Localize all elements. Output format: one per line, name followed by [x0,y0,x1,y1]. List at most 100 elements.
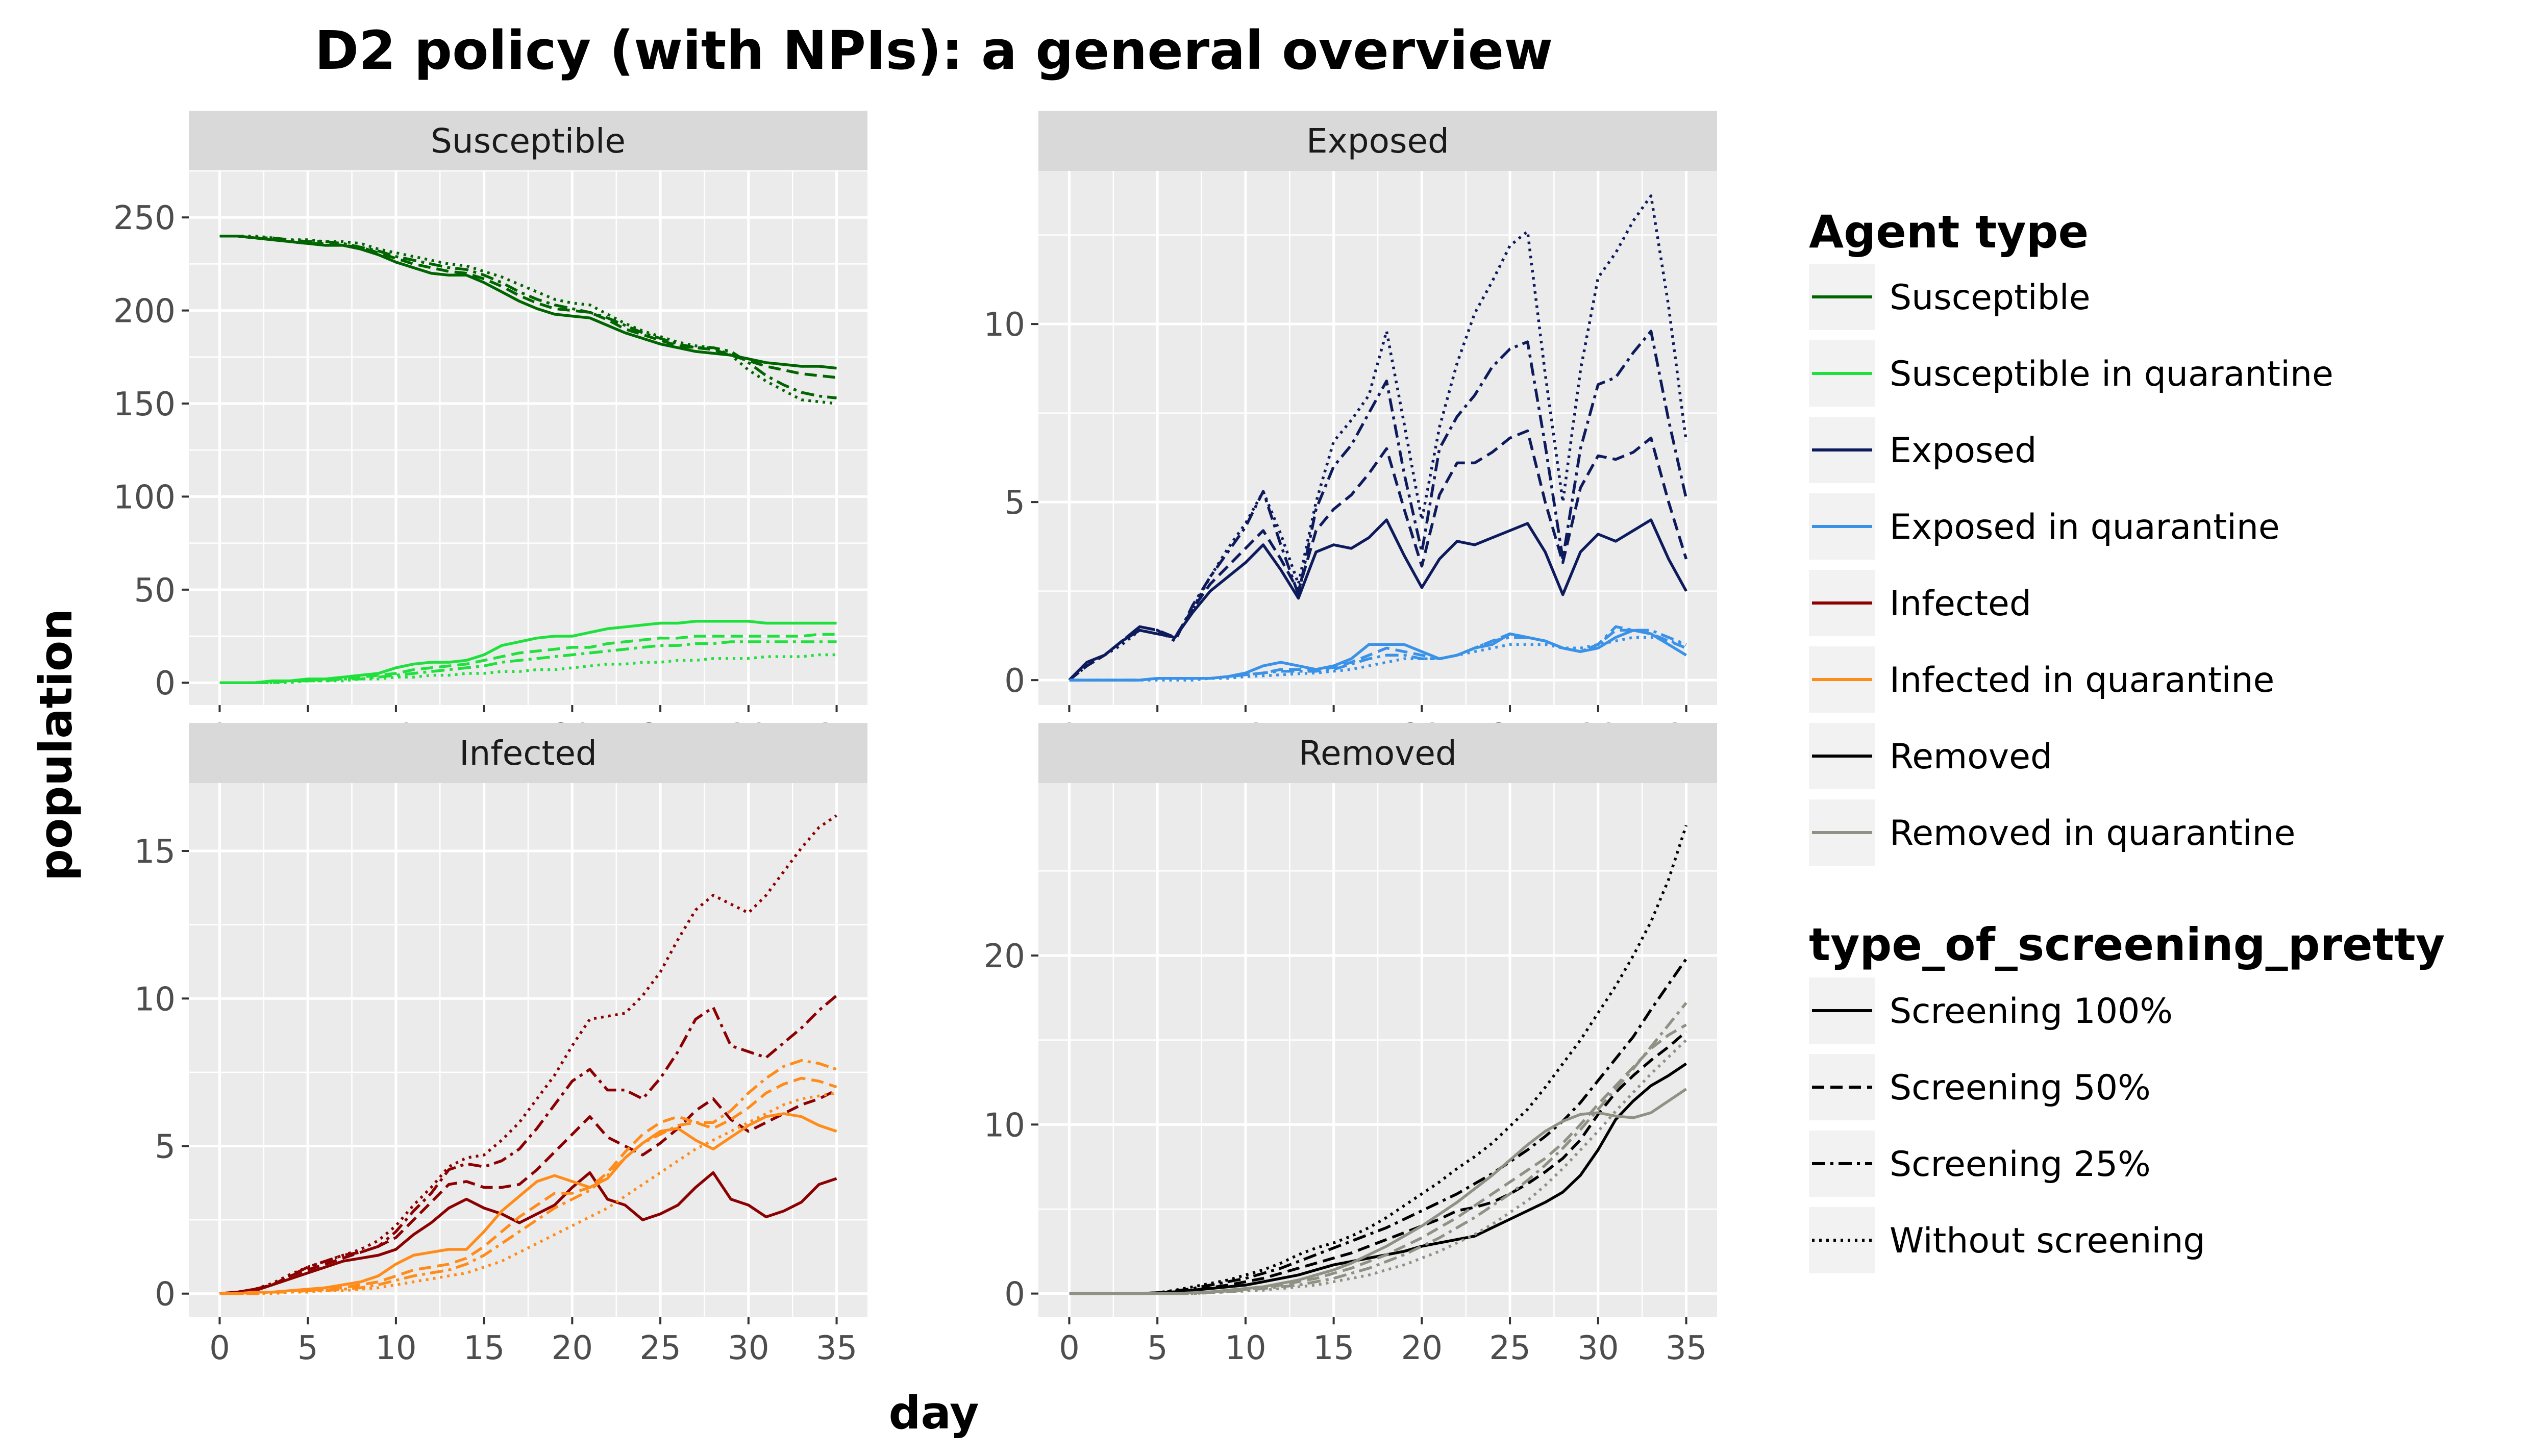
strip-susceptible [189,111,867,171]
series-infected-in-quarantine-screening-25 [219,1059,837,1295]
legend-item-exposed-in-quarantine: Exposed in quarantine [1809,493,2280,560]
series-exposed-screening-50 [1068,429,1688,682]
legend-item-susceptible-in-quarantine: Susceptible in quarantine [1809,340,2333,407]
legend-item-removed-in-quarantine: Removed in quarantine [1809,799,2295,866]
y-tick-label: 10 [984,1107,1025,1144]
y-axis-title: population [30,609,82,881]
legend-label: Susceptible [1890,278,2091,318]
x-tick-label: 30 [1577,1329,1619,1367]
gridlines [189,783,867,1317]
legend-item-without-screening: Without screening [1809,1207,2205,1273]
series-removed-without-screening [1069,824,1688,1295]
x-tick-label: 25 [639,1329,681,1367]
strip-label-exposed: Exposed [1306,121,1449,161]
legend-label: Screening 100% [1890,991,2173,1032]
x-tick-label: 0 [1059,1329,1080,1367]
legend-item-infected-in-quarantine: Infected in quarantine [1809,646,2274,713]
gridlines [1038,783,1717,1317]
series-susceptible-screening-50 [219,234,837,379]
y-tick-label: 5 [1004,484,1025,522]
legend-label: Exposed [1890,431,2037,471]
axes: 0 5 10 15 0 5 10 15 20 25 30 35 [134,833,858,1367]
series-exposed-in-quarantine-screening-50 [1069,629,1687,682]
series-infected-screening-100 [219,1171,837,1295]
series-susceptible-screening-25 [219,234,837,399]
x-tick-label: 15 [463,1329,505,1367]
y-tick-label: 250 [113,199,176,237]
panel-infected: Infected 0 5 10 15 0 5 10 15 20 25 30 35 [134,723,867,1367]
series-exposed-without-screening [1068,194,1688,682]
series-infected-without-screening [219,814,838,1295]
legend-label: Exposed in quarantine [1890,507,2280,547]
y-tick-label: 100 [113,479,176,516]
series-exposed-in-quarantine-without-screening [1069,636,1687,682]
strip-exposed [1038,111,1717,171]
x-axis-title: day [888,1387,979,1439]
series-lines [219,234,837,684]
x-tick-label: 5 [297,1329,318,1367]
x-tick-label: 35 [816,1329,857,1367]
legend: Agent type Susceptible Susceptible in qua… [1809,206,2445,1273]
legend-label: Removed [1890,737,2052,777]
legend-item-removed: Removed [1809,723,2052,789]
legend-linetype-items: Screening 100% Screening 50% Screening 25%… [1809,977,2205,1273]
x-tick-label: 25 [1489,1329,1530,1367]
x-tick-label: 10 [375,1329,416,1367]
x-tick-label: 30 [728,1329,769,1367]
legend-label: Screening 25% [1890,1144,2151,1185]
legend-label: Infected [1890,584,2031,624]
series-exposed-in-quarantine-screening-25 [1069,625,1687,682]
series-susceptible-in-quarantine-screening-25 [219,640,837,684]
series-infected-in-quarantine-screening-100 [219,1112,837,1295]
series-removed-screening-25 [1069,958,1687,1295]
y-tick-label: 150 [113,386,176,423]
y-tick-label: 50 [134,572,176,610]
panel-exposed: Exposed051005101520253035 [984,111,1717,755]
facet-panels: Susceptible05010015020025005101520253035… [113,111,1717,1367]
legend-item-screening-50: Screening 50% [1809,1054,2151,1120]
legend-label: Infected in quarantine [1890,660,2274,700]
legend-color-items: Susceptible Susceptible in quarantine Expo… [1809,264,2333,866]
panel-removed: Removed 0 10 20 0 5 10 15 20 25 30 35 [984,723,1717,1367]
series-susceptible-in-quarantine-screening-50 [219,633,837,684]
series-lines [219,814,838,1295]
legend-item-screening-100: Screening 100% [1809,977,2173,1044]
y-tick-label: 5 [155,1128,176,1166]
y-tick-label: 10 [984,306,1025,344]
series-removed-in-quarantine-screening-50 [1069,1023,1687,1295]
legend-item-screening-25: Screening 25% [1809,1131,2151,1197]
strip-label-infected: Infected [459,734,597,773]
series-exposed-screening-100 [1068,518,1687,682]
strip-infected [189,723,867,783]
axes: 0 10 20 0 5 10 15 20 25 30 35 [984,938,1707,1367]
panel-susceptible: Susceptible05010015020025005101520253035 [113,111,867,755]
x-tick-label: 35 [1666,1329,1707,1367]
series-exposed-screening-25 [1068,330,1688,682]
legend-label: Susceptible in quarantine [1890,354,2333,394]
chart-title: D2 policy (with NPIs): a general overvie… [315,19,1553,82]
strip-label-susceptible: Susceptible [431,121,626,161]
x-tick-label: 20 [1401,1329,1443,1367]
legend-item-susceptible: Susceptible [1809,264,2091,330]
series-susceptible-in-quarantine-without-screening [219,653,837,684]
x-tick-label: 5 [1147,1329,1168,1367]
legend-item-exposed: Exposed [1809,417,2037,483]
y-tick-label: 0 [155,1276,176,1314]
strip-label-removed: Removed [1299,734,1457,773]
series-infected-in-quarantine-without-screening [219,1091,837,1295]
legend-linetype-title: type_of_screening_pretty [1809,918,2445,971]
y-tick-label: 20 [984,938,1025,975]
x-tick-label: 0 [209,1329,230,1367]
legend-label: Screening 50% [1890,1068,2151,1108]
series-removed-in-quarantine-screening-25 [1069,1001,1687,1295]
series-susceptible-without-screening [219,234,837,405]
y-tick-label: 0 [1004,662,1025,700]
y-tick-label: 200 [113,293,176,331]
x-tick-label: 15 [1313,1329,1354,1367]
series-lines [1068,194,1688,682]
x-tick-label: 10 [1225,1329,1266,1367]
legend-label: Removed in quarantine [1890,813,2295,853]
strip-removed [1038,723,1717,783]
